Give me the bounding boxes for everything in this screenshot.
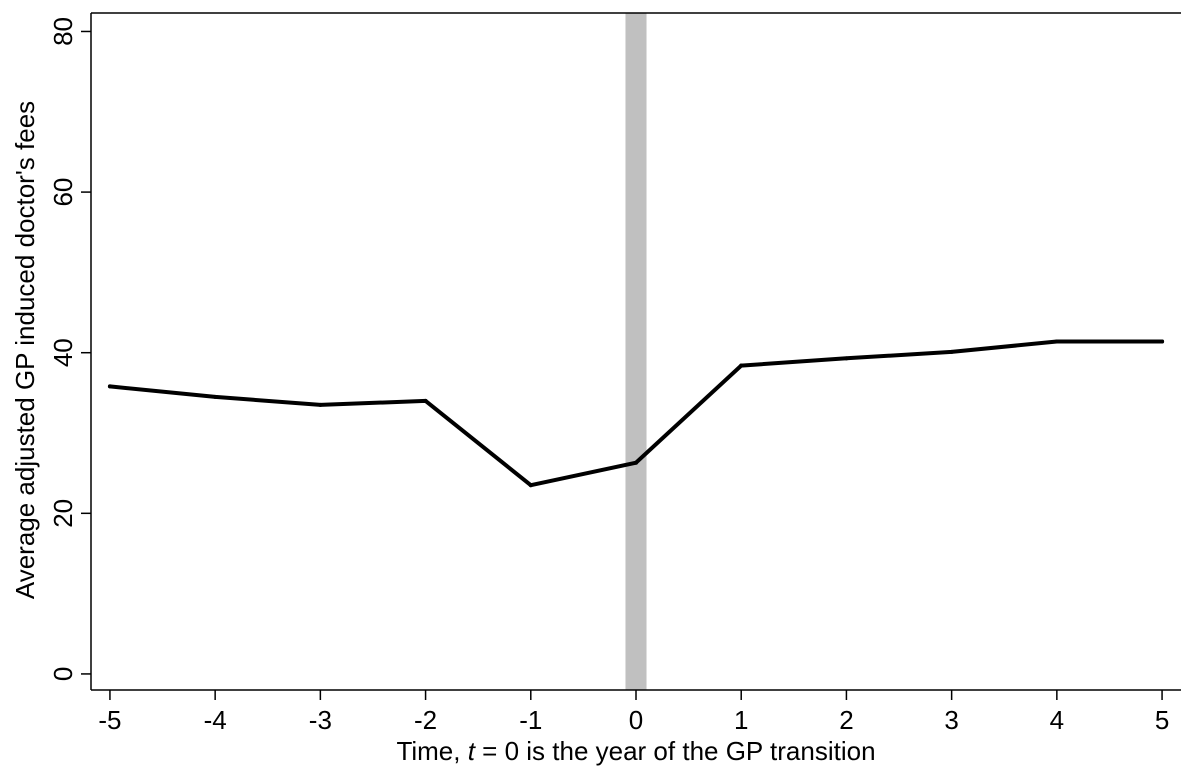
x-tick-label: 0	[629, 705, 643, 735]
y-tick-label: 0	[48, 667, 78, 681]
data-point	[1160, 339, 1165, 344]
x-tick-label: -5	[98, 705, 121, 735]
x-tick-label: -2	[414, 705, 437, 735]
x-tick-label: -4	[204, 705, 227, 735]
x-tick-label: 3	[944, 705, 958, 735]
data-point	[1054, 339, 1059, 344]
data-point	[107, 384, 112, 389]
x-tick-label: -3	[309, 705, 332, 735]
data-point	[949, 349, 954, 354]
data-point	[844, 356, 849, 361]
data-point	[634, 460, 638, 465]
data-point	[213, 394, 218, 399]
data-point	[528, 483, 533, 488]
y-tick-label: 80	[48, 17, 78, 46]
data-point	[318, 402, 323, 407]
y-tick-label: 60	[48, 178, 78, 207]
x-tick-label: 2	[839, 705, 853, 735]
x-tick-label: -1	[519, 705, 542, 735]
y-axis-title: Average adjusted GP induced doctor's fee…	[10, 101, 40, 599]
y-tick-label: 20	[48, 499, 78, 528]
transition-highlight-band	[625, 13, 647, 690]
x-tick-label: 1	[734, 705, 748, 735]
data-point	[423, 398, 428, 403]
x-tick-label: 5	[1155, 705, 1169, 735]
x-tick-label: 4	[1050, 705, 1064, 735]
data-point	[739, 363, 744, 368]
y-tick-label: 40	[48, 338, 78, 367]
x-axis-title: Time, t = 0 is the year of the GP transi…	[396, 736, 875, 766]
